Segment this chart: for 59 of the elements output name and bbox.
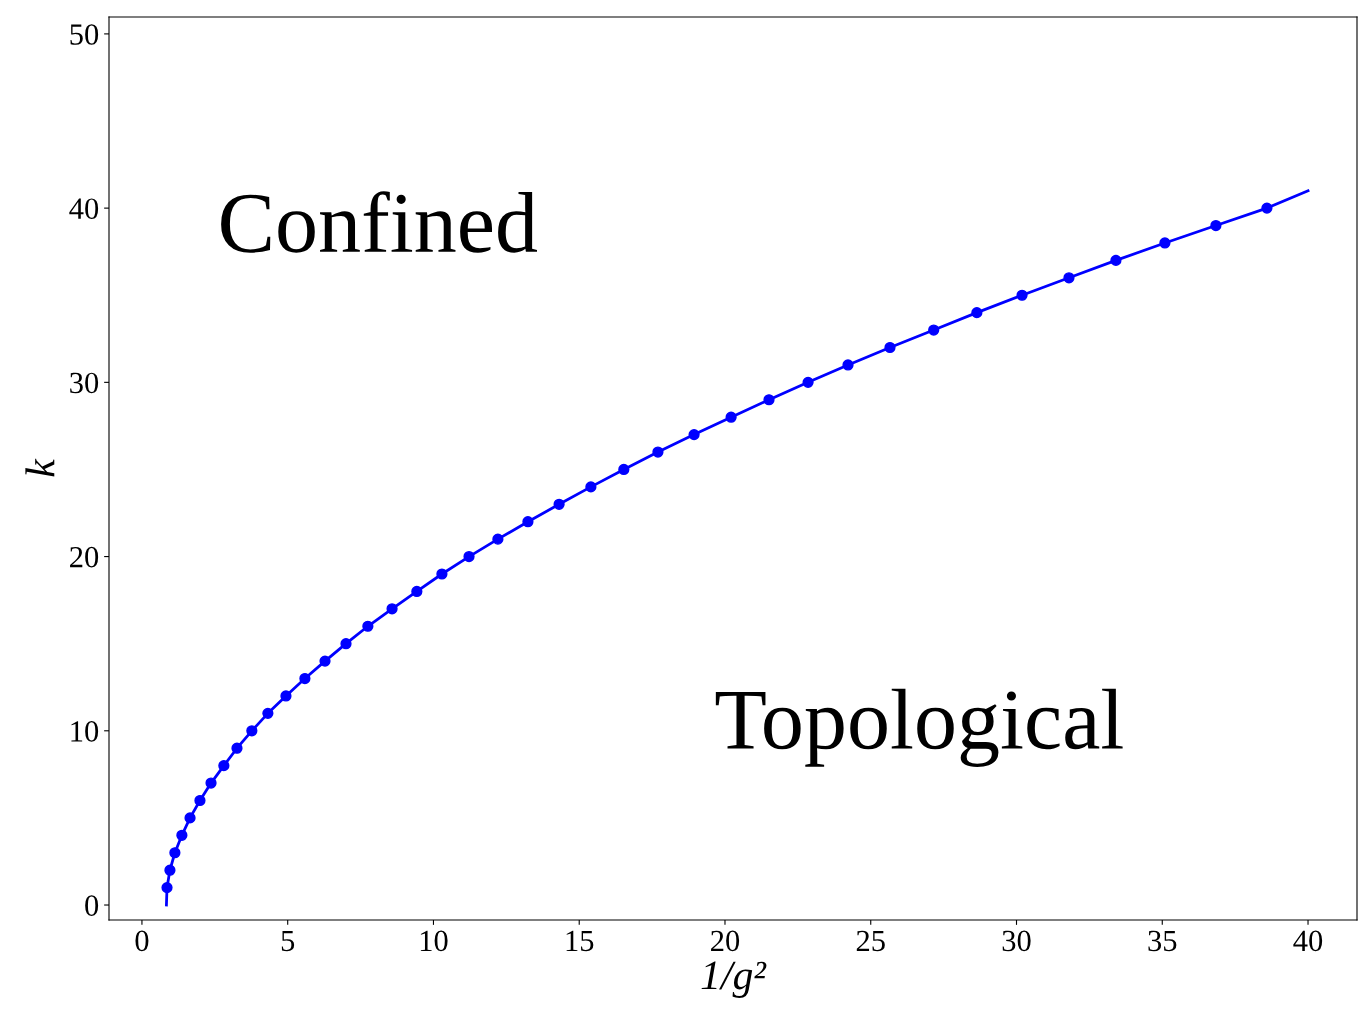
point [436,568,448,580]
y-tick-label: 40 [69,198,99,220]
x-tick-label: 35 [1148,930,1177,952]
point [411,585,423,598]
x-axis-title: 1/g² [701,961,767,998]
annotation: Confined [221,191,537,253]
point [299,672,311,685]
point [802,376,814,388]
annotation: Topological [715,688,1123,768]
x-tick-label: 30 [1002,930,1031,952]
point [184,812,196,824]
x-tick-label: 10 [420,930,448,952]
x-tick-label: 25 [856,930,885,952]
y-tick-label: 30 [70,372,99,394]
point [262,707,274,719]
point [763,394,775,406]
point [231,742,243,754]
point [842,359,854,371]
point [652,446,664,458]
y-tick-label: 0 [85,895,99,916]
point [340,638,352,650]
point [386,603,398,615]
point [319,655,331,667]
point [492,533,504,545]
y-tick-label: 20 [70,546,99,568]
y-tick-label: 50 [70,24,99,45]
point [362,620,374,632]
point [218,760,230,772]
point [522,516,534,528]
point [1063,272,1075,284]
point [246,725,258,737]
point [161,881,173,894]
point [169,847,181,859]
point [725,411,737,423]
point [971,307,983,319]
point [1210,219,1222,232]
point [1261,202,1273,214]
point [463,550,475,563]
x-tick-label: 20 [711,930,740,952]
point [205,777,217,789]
point [1016,289,1028,301]
x-tick-label: 5 [281,930,295,952]
y-axis-title: k [25,458,55,477]
point [1159,237,1171,249]
x-tick-label: 0 [135,930,149,952]
x-tick-label: 40 [1293,930,1323,952]
point [688,429,700,441]
y-tick-label: 10 [71,721,99,742]
point [280,690,292,702]
point [1110,254,1122,266]
point [194,794,206,807]
point [928,324,940,336]
point [164,864,176,876]
point [585,481,597,493]
point [618,463,630,476]
point [884,341,896,354]
x-tick-label: 15 [566,930,594,952]
point [176,829,188,841]
point [553,498,565,510]
